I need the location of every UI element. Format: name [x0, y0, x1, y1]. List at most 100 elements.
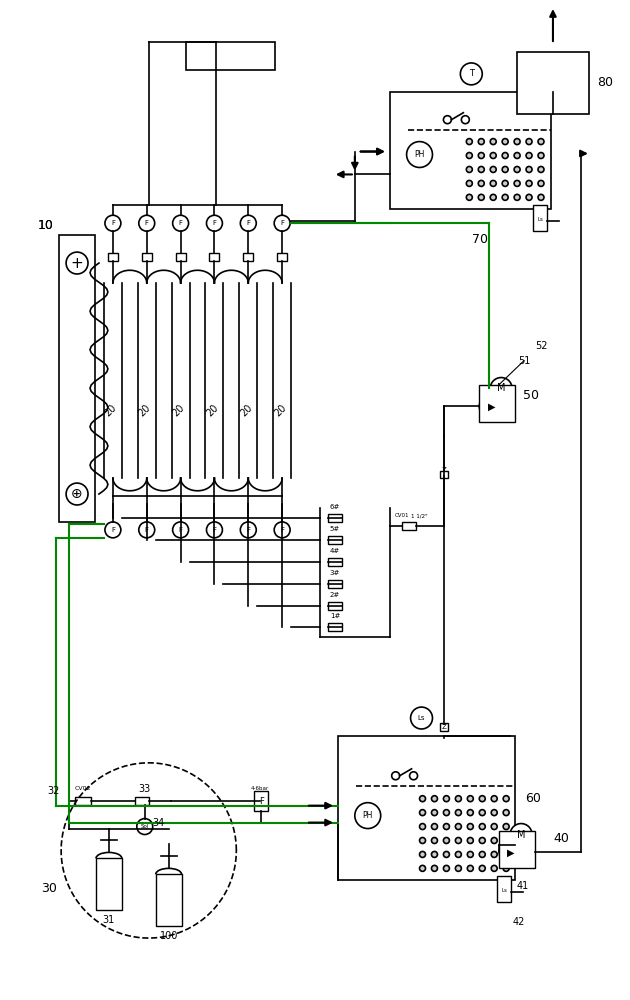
Bar: [186, 42, 275, 70]
Circle shape: [455, 824, 461, 830]
Circle shape: [137, 819, 152, 835]
Circle shape: [455, 796, 461, 802]
Circle shape: [514, 153, 520, 159]
Text: 2#: 2#: [329, 592, 340, 598]
Circle shape: [207, 215, 222, 231]
Bar: [499, 831, 535, 868]
Text: Ls: Ls: [418, 715, 425, 721]
Text: F: F: [145, 220, 149, 226]
Circle shape: [503, 810, 509, 816]
Circle shape: [491, 824, 497, 830]
Bar: [440, 471, 449, 478]
Text: 33: 33: [139, 784, 151, 794]
Text: 42: 42: [513, 917, 525, 927]
Text: 4-6bar: 4-6bar: [251, 786, 270, 791]
Circle shape: [66, 483, 88, 505]
Bar: [328, 580, 342, 588]
Circle shape: [526, 194, 532, 200]
Circle shape: [392, 772, 399, 780]
Text: F: F: [259, 797, 264, 806]
Circle shape: [526, 166, 532, 172]
Text: 5#: 5#: [329, 526, 340, 532]
Circle shape: [467, 796, 473, 802]
Text: F: F: [178, 220, 183, 226]
Circle shape: [105, 522, 121, 538]
Text: ▶: ▶: [507, 847, 515, 857]
Bar: [255, 791, 268, 811]
Circle shape: [274, 522, 290, 538]
Circle shape: [502, 166, 508, 172]
Bar: [59, 235, 95, 522]
Circle shape: [479, 810, 485, 816]
Circle shape: [502, 194, 508, 200]
Text: Ls: Ls: [537, 217, 543, 222]
Circle shape: [461, 116, 469, 124]
Text: Ls: Ls: [501, 888, 507, 893]
Bar: [277, 253, 287, 261]
Circle shape: [478, 180, 484, 186]
Circle shape: [538, 180, 544, 186]
Circle shape: [538, 139, 544, 145]
Bar: [243, 253, 253, 261]
Circle shape: [491, 851, 497, 857]
Bar: [96, 858, 122, 910]
Text: F: F: [246, 527, 250, 533]
Circle shape: [526, 139, 532, 145]
Circle shape: [105, 215, 121, 231]
Circle shape: [467, 838, 473, 843]
Circle shape: [173, 215, 188, 231]
Circle shape: [466, 166, 472, 172]
Circle shape: [479, 394, 503, 418]
Bar: [209, 253, 219, 261]
Bar: [156, 874, 181, 926]
Circle shape: [490, 180, 496, 186]
Text: 1#: 1#: [329, 613, 340, 619]
Bar: [497, 876, 511, 902]
Text: CV01: CV01: [394, 513, 409, 518]
Circle shape: [455, 838, 461, 843]
Circle shape: [455, 810, 461, 816]
Circle shape: [432, 865, 437, 871]
Circle shape: [479, 865, 485, 871]
Circle shape: [466, 139, 472, 145]
Circle shape: [420, 865, 425, 871]
Text: 3#: 3#: [329, 570, 340, 576]
Circle shape: [514, 139, 520, 145]
Bar: [142, 253, 152, 261]
Text: M: M: [517, 830, 525, 840]
Bar: [533, 205, 547, 231]
Circle shape: [499, 840, 523, 864]
Text: 41: 41: [517, 881, 529, 891]
Circle shape: [455, 865, 461, 871]
Circle shape: [444, 116, 452, 124]
Circle shape: [479, 824, 485, 830]
Bar: [401, 522, 416, 530]
Circle shape: [420, 838, 425, 843]
Text: ▶: ▶: [488, 401, 495, 411]
Text: CV02: CV02: [75, 786, 91, 791]
Circle shape: [444, 865, 449, 871]
Text: M: M: [497, 383, 505, 393]
Circle shape: [466, 194, 472, 200]
Text: 34: 34: [152, 818, 165, 828]
Circle shape: [514, 166, 520, 172]
Circle shape: [491, 838, 497, 843]
Text: Z: Z: [442, 724, 447, 730]
Circle shape: [490, 378, 512, 399]
Circle shape: [467, 824, 473, 830]
Circle shape: [478, 166, 484, 172]
Circle shape: [420, 810, 425, 816]
Text: ⊕: ⊕: [71, 487, 83, 501]
Circle shape: [503, 824, 509, 830]
Circle shape: [420, 796, 425, 802]
Text: 10: 10: [37, 219, 53, 232]
Circle shape: [478, 139, 484, 145]
Circle shape: [432, 810, 437, 816]
Bar: [517, 52, 589, 114]
Bar: [440, 723, 449, 731]
Circle shape: [355, 803, 381, 829]
Bar: [328, 536, 342, 544]
Text: PH: PH: [415, 150, 425, 159]
Text: 52: 52: [535, 341, 547, 351]
Circle shape: [503, 796, 509, 802]
